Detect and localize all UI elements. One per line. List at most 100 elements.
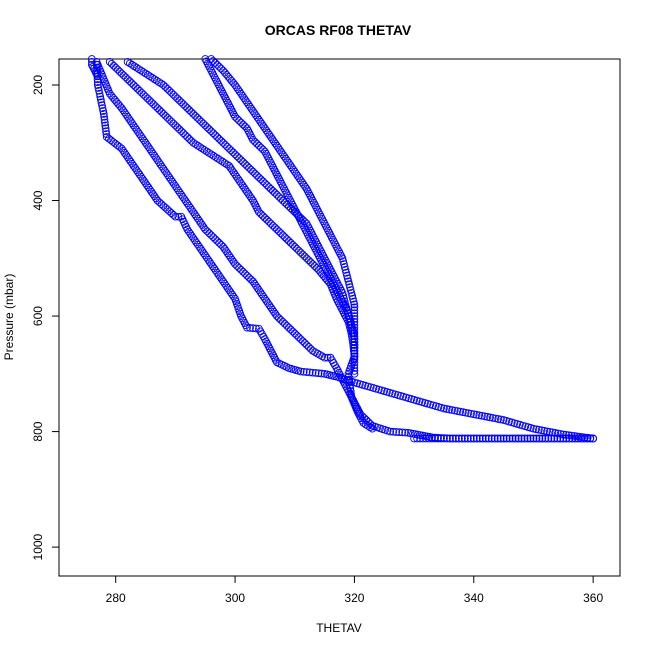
- data-point: [472, 434, 481, 443]
- data-point: [241, 160, 249, 168]
- data-point: [478, 411, 486, 420]
- data-point: [469, 434, 478, 443]
- data-point: [478, 434, 487, 443]
- data-point: [99, 107, 108, 115]
- data-point: [299, 367, 308, 376]
- data-point: [265, 183, 273, 191]
- data-point: [97, 98, 106, 107]
- data-point: [225, 144, 233, 153]
- data-point: [278, 231, 287, 240]
- data-point: [350, 320, 359, 329]
- data-point: [163, 205, 172, 214]
- data-point: [257, 175, 265, 184]
- data-point: [93, 72, 102, 81]
- data-point: [243, 271, 251, 280]
- data-point: [446, 434, 454, 443]
- data-point: [239, 267, 247, 276]
- data-point: [288, 240, 297, 249]
- data-point: [139, 90, 148, 99]
- data-point: [346, 286, 355, 294]
- data-point: [431, 434, 439, 443]
- data-point: [395, 428, 404, 437]
- data-point: [304, 256, 313, 265]
- data-point: [453, 407, 462, 415]
- data-point: [207, 127, 216, 136]
- data-point: [251, 137, 259, 146]
- data-point: [223, 142, 231, 151]
- data-point: [109, 61, 118, 70]
- data-point: [155, 106, 164, 114]
- data-point: [350, 326, 359, 335]
- data-point: [440, 404, 448, 413]
- data-point: [235, 264, 243, 272]
- data-point: [269, 187, 277, 195]
- data-point: [159, 202, 168, 210]
- data-point: [235, 154, 243, 163]
- data-point: [350, 338, 359, 346]
- data-point: [464, 409, 473, 418]
- data-point: [425, 434, 433, 443]
- data-point: [243, 162, 251, 170]
- data-point: [523, 434, 532, 443]
- data-point: [137, 88, 146, 97]
- data-point: [177, 98, 186, 107]
- data-point: [535, 434, 544, 443]
- data-point: [475, 411, 484, 420]
- data-point: [121, 73, 130, 82]
- x-axis: 280 300 320 340 360: [106, 576, 603, 605]
- data-point: [346, 384, 355, 393]
- data-point: [265, 217, 273, 226]
- data-point: [526, 434, 535, 443]
- data-point: [535, 425, 543, 434]
- data-point: [249, 324, 257, 333]
- data-point: [494, 415, 503, 423]
- data-point: [392, 428, 401, 436]
- data-point: [239, 158, 247, 166]
- data-point: [100, 112, 108, 121]
- data-point: [456, 407, 465, 416]
- data-point: [505, 434, 514, 443]
- data-point: [449, 434, 457, 443]
- data-point: [467, 409, 475, 418]
- data-point: [537, 426, 546, 435]
- data-point: [318, 352, 327, 361]
- data-point: [450, 406, 459, 415]
- data-point: [209, 57, 218, 65]
- data-point: [115, 67, 124, 76]
- data-point: [298, 337, 307, 345]
- data-point: [231, 260, 239, 268]
- data-point: [161, 203, 170, 212]
- data-point: [274, 192, 283, 201]
- data-point: [346, 387, 355, 396]
- data-point: [448, 406, 456, 414]
- data-point: [185, 106, 194, 114]
- x-tick-label: 340: [464, 591, 484, 605]
- data-point: [350, 355, 359, 364]
- data-point: [463, 434, 472, 443]
- data-point: [247, 194, 256, 203]
- data-point: [163, 84, 172, 93]
- data-point: [320, 353, 329, 362]
- data-point: [472, 410, 481, 419]
- data-point: [253, 139, 261, 148]
- data-point: [282, 235, 291, 243]
- data-point: [428, 434, 436, 443]
- data-point: [243, 323, 251, 332]
- data-point: [183, 104, 192, 112]
- data-point: [249, 136, 257, 144]
- data-point: [276, 316, 285, 324]
- data-point: [213, 133, 222, 141]
- data-point: [174, 212, 183, 221]
- data-point: [161, 111, 170, 120]
- data-point: [508, 434, 517, 443]
- data-point: [288, 327, 297, 336]
- data-point: [290, 242, 299, 251]
- data-point: [573, 432, 581, 441]
- data-point: [145, 96, 154, 105]
- data-point: [340, 260, 348, 268]
- data-point: [101, 121, 110, 130]
- data-point: [259, 212, 267, 220]
- data-point: [95, 89, 104, 98]
- data-point: [129, 81, 138, 89]
